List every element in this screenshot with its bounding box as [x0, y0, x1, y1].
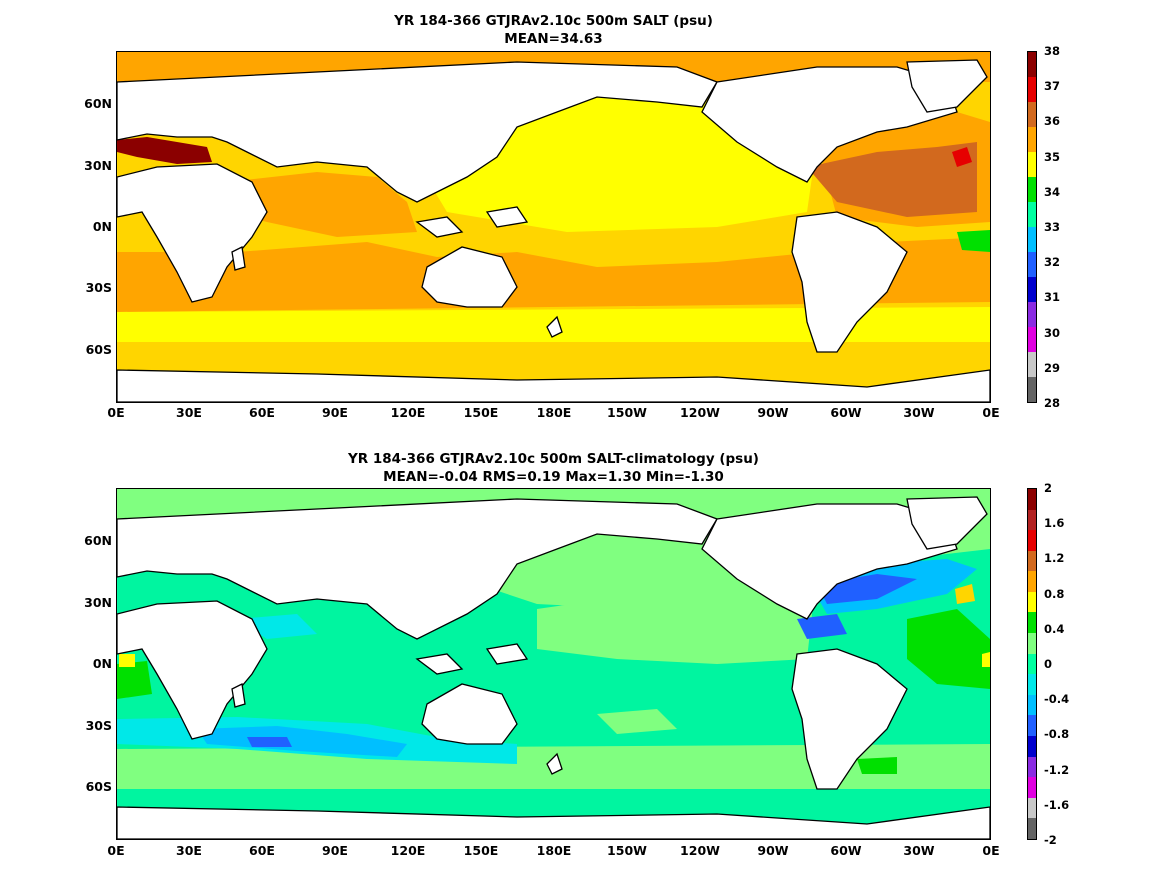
- panel1-xtick: 60E: [249, 405, 275, 420]
- panel1-xtick: 90W: [757, 405, 789, 420]
- panel1-ytick: 30S: [85, 280, 112, 295]
- panel2-xtick: 120W: [680, 843, 720, 858]
- colorbar-swatch: [1028, 818, 1036, 839]
- colorbar-swatch: [1028, 277, 1036, 302]
- panel2-xtick: 30E: [176, 843, 202, 858]
- colorbar-label: 1.2: [1044, 551, 1065, 566]
- panel2-ytick: 60S: [85, 779, 112, 794]
- colorbar-label: -0.4: [1044, 692, 1070, 707]
- panel2-xtick: 180E: [536, 843, 572, 858]
- panel1-xtick: 60W: [830, 405, 862, 420]
- colorbar-label: -1.2: [1044, 762, 1070, 777]
- colorbar-swatch: [1028, 797, 1036, 819]
- colorbar-label: 0.4: [1044, 621, 1065, 636]
- colorbar-label: -0.8: [1044, 727, 1070, 742]
- colorbar-swatch: [1028, 653, 1036, 675]
- colorbar-label: 37: [1044, 79, 1061, 94]
- colorbar-label: 29: [1044, 360, 1061, 375]
- colorbar-swatch: [1028, 227, 1036, 252]
- panel1-xtick: 90E: [322, 405, 348, 420]
- colorbar-label: 30: [1044, 325, 1061, 340]
- panel2-subtitle: MEAN=-0.04 RMS=0.19 Max=1.30 Min=-1.30: [383, 469, 724, 485]
- panel2-xtick: 120E: [390, 843, 426, 858]
- panel2-xtick: 0E: [982, 843, 1000, 858]
- colorbar-label: 1.6: [1044, 516, 1065, 531]
- panel1-map: [116, 51, 991, 403]
- panel2-xtick: 30W: [903, 843, 935, 858]
- colorbar-swatch: [1028, 777, 1036, 798]
- panel2-ytick: 30S: [85, 718, 112, 733]
- panel2-xtick: 90E: [322, 843, 348, 858]
- colorbar-swatch: [1028, 509, 1036, 531]
- panel2-title: YR 184-366 GTJRAv2.10c 500m SALT-climato…: [348, 451, 759, 467]
- panel2-xtick: 60E: [249, 843, 275, 858]
- panel2-ytick: 0N: [92, 656, 112, 671]
- colorbar-swatch: [1028, 591, 1036, 613]
- colorbar-swatch: [1028, 152, 1036, 177]
- colorbar-label: 31: [1044, 290, 1061, 305]
- panel1-xtick: 150W: [607, 405, 647, 420]
- colorbar-swatch: [1028, 77, 1036, 102]
- panel2-map: [116, 488, 991, 840]
- colorbar-swatch: [1028, 102, 1036, 127]
- colorbar-swatch: [1028, 694, 1036, 716]
- colorbar-label: 38: [1044, 44, 1061, 58]
- panel2-xtick: 0E: [107, 843, 125, 858]
- panel1-xtick: 0E: [982, 405, 1000, 420]
- colorbar-swatch: [1028, 177, 1036, 202]
- colorbar-swatch: [1028, 756, 1036, 778]
- colorbar-swatch: [1028, 735, 1036, 757]
- colorbar-label: 36: [1044, 114, 1061, 129]
- colorbar-label: 28: [1044, 396, 1061, 410]
- colorbar-swatch: [1028, 202, 1036, 227]
- colorbar-label: 2: [1044, 481, 1053, 495]
- panel1-ytick: 60S: [85, 342, 112, 357]
- panel1-title: YR 184-366 GTJRAv2.10c 500m SALT (psu): [394, 13, 713, 29]
- colorbar-swatch: [1028, 52, 1036, 77]
- colorbar-swatch: [1028, 633, 1036, 654]
- colorbar-swatch: [1028, 352, 1036, 377]
- panel2-colorbar: [1027, 488, 1037, 840]
- colorbar-swatch: [1028, 715, 1036, 736]
- colorbar-swatch: [1028, 571, 1036, 592]
- colorbar-label: 32: [1044, 255, 1061, 270]
- colorbar-swatch: [1028, 127, 1036, 152]
- colorbar-swatch: [1028, 612, 1036, 634]
- panel1-xtick: 30E: [176, 405, 202, 420]
- panel2-ytick: 30N: [84, 595, 112, 610]
- panel1-xtick: 150E: [463, 405, 499, 420]
- colorbar-swatch: [1028, 302, 1036, 327]
- colorbar-label: 0: [1044, 657, 1053, 671]
- colorbar-swatch: [1028, 327, 1036, 352]
- panel1-xtick: 120E: [390, 405, 426, 420]
- panel1-ytick: 60N: [84, 96, 112, 111]
- colorbar-label: 34: [1044, 184, 1061, 199]
- colorbar-swatch: [1028, 550, 1036, 572]
- colorbar-label: -1.6: [1044, 797, 1070, 812]
- panel1-ytick: 0N: [92, 219, 112, 234]
- panel1-colorbar: [1027, 51, 1037, 403]
- panel2-ytick: 60N: [84, 533, 112, 548]
- colorbar-swatch: [1028, 674, 1036, 695]
- panel1-xtick: 30W: [903, 405, 935, 420]
- colorbar-swatch: [1028, 530, 1036, 551]
- panel1-xtick: 0E: [107, 405, 125, 420]
- panel1-subtitle: MEAN=34.63: [504, 31, 603, 47]
- panel2-xtick: 60W: [830, 843, 862, 858]
- colorbar-label: -2: [1044, 833, 1057, 847]
- panel1-xtick: 120W: [680, 405, 720, 420]
- colorbar-label: 33: [1044, 220, 1061, 234]
- colorbar-swatch: [1028, 252, 1036, 277]
- colorbar-swatch: [1028, 489, 1036, 510]
- colorbar-label: 0.8: [1044, 586, 1065, 601]
- panel2-xtick: 150W: [607, 843, 647, 858]
- panel1-xtick: 180E: [536, 405, 572, 420]
- colorbar-swatch: [1028, 377, 1036, 402]
- panel2-xtick: 90W: [757, 843, 789, 858]
- colorbar-label: 35: [1044, 149, 1061, 164]
- panel1-ytick: 30N: [84, 158, 112, 173]
- panel2-xtick: 150E: [463, 843, 499, 858]
